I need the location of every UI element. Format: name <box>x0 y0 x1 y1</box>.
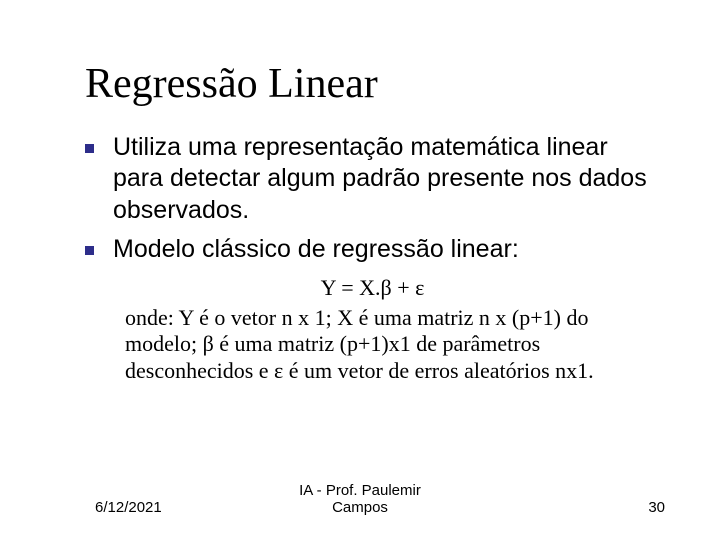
list-item: Modelo clássico de regressão linear: <box>85 234 660 265</box>
footer-line2: Campos <box>332 499 388 516</box>
slide: Regressão Linear Utiliza uma representaç… <box>0 0 720 540</box>
bullet-icon <box>85 144 94 153</box>
bullet-text: Modelo clássico de regressão linear: <box>113 235 519 263</box>
page-title: Regressão Linear <box>85 60 660 108</box>
bullet-icon <box>85 246 94 255</box>
list-item: Utiliza uma representação matemática lin… <box>85 132 660 226</box>
bullet-text: Utiliza uma representação matemática lin… <box>113 133 647 224</box>
page-number: 30 <box>648 499 665 516</box>
footer-line1: IA - Prof. Paulemir <box>299 482 421 499</box>
bullet-list: Utiliza uma representação matemática lin… <box>85 132 660 265</box>
equation: Y = X.β + ε <box>85 275 660 301</box>
equation-description: onde: Y é o vetor n x 1; X é uma matriz … <box>85 305 660 384</box>
footer-center: IA - Prof. Paulemir Campos <box>0 482 720 517</box>
